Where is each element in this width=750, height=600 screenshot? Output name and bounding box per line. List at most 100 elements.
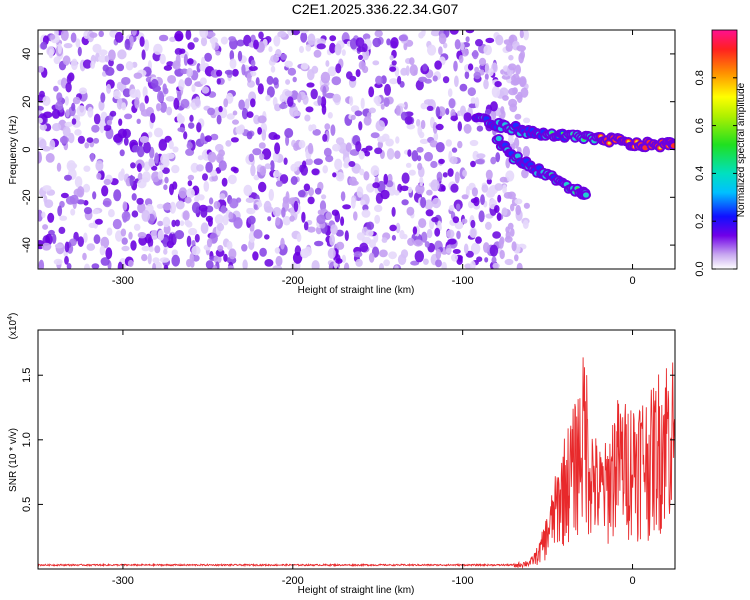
noise-blob bbox=[189, 253, 195, 264]
noise-blob bbox=[273, 35, 281, 47]
xtick-label: -300 bbox=[112, 575, 134, 587]
noise-blob bbox=[499, 249, 505, 260]
noise-blob bbox=[82, 252, 87, 261]
noise-blob bbox=[355, 141, 362, 152]
noise-blob bbox=[383, 173, 389, 185]
noise-blob bbox=[114, 31, 124, 43]
noise-blob bbox=[445, 108, 450, 115]
noise-blob bbox=[344, 230, 349, 242]
noise-blob bbox=[116, 81, 123, 91]
noise-blob bbox=[473, 71, 481, 80]
noise-blob bbox=[91, 263, 100, 269]
noise-blob bbox=[103, 178, 112, 186]
noise-blob bbox=[157, 220, 164, 227]
noise-blob bbox=[52, 123, 62, 132]
noise-blob bbox=[345, 142, 352, 152]
noise-blob bbox=[130, 240, 137, 251]
noise-blob bbox=[150, 112, 156, 124]
noise-blob bbox=[458, 55, 464, 64]
noise-blob bbox=[159, 53, 166, 65]
noise-blob bbox=[349, 96, 354, 106]
noise-blob bbox=[480, 194, 485, 206]
noise-blob bbox=[162, 202, 172, 211]
noise-blob bbox=[273, 134, 281, 140]
noise-blob bbox=[166, 106, 173, 116]
noise-blob bbox=[385, 138, 394, 147]
noise-blob bbox=[300, 62, 309, 70]
noise-blob bbox=[400, 185, 409, 192]
noise-blob bbox=[136, 197, 144, 205]
noise-blob bbox=[88, 222, 97, 228]
noise-blob bbox=[246, 131, 253, 140]
noise-blob bbox=[353, 211, 358, 221]
noise-blob bbox=[159, 101, 167, 113]
noise-blob bbox=[374, 204, 383, 213]
noise-blob bbox=[322, 165, 329, 174]
noise-blob bbox=[463, 123, 472, 134]
noise-blob bbox=[93, 113, 101, 125]
noise-blob bbox=[201, 56, 206, 68]
noise-blob bbox=[235, 125, 245, 135]
noise-blob bbox=[500, 106, 505, 115]
xtick-label: -300 bbox=[112, 275, 134, 287]
noise-blob bbox=[159, 164, 165, 171]
noise-blob bbox=[124, 38, 131, 50]
noise-blob bbox=[242, 259, 248, 269]
snr-plot: -300 -200 -100 0 0.5 1.0 1.5 Height of straig… bbox=[7, 313, 676, 596]
noise-blob bbox=[349, 38, 358, 50]
noise-blob bbox=[462, 169, 468, 177]
noise-blob bbox=[334, 43, 342, 56]
noise-blob bbox=[252, 148, 262, 156]
noise-blob bbox=[379, 249, 388, 258]
noise-blob bbox=[165, 96, 175, 102]
noise-blob bbox=[495, 34, 504, 46]
noise-blob bbox=[105, 66, 115, 76]
noise-blob bbox=[307, 196, 315, 205]
noise-blob bbox=[275, 180, 283, 187]
noise-blob bbox=[77, 135, 85, 144]
noise-blob bbox=[259, 153, 265, 161]
noise-blob bbox=[98, 49, 108, 56]
noise-blob bbox=[303, 221, 309, 231]
noise-blob bbox=[217, 245, 224, 252]
noise-blob bbox=[105, 247, 113, 260]
noise-blob bbox=[336, 241, 345, 250]
noise-blob bbox=[394, 150, 401, 159]
noise-blob bbox=[405, 162, 412, 168]
noise-blob bbox=[227, 174, 237, 185]
noise-blob bbox=[417, 162, 423, 171]
colorbar: 0.0 0.2 0.4 0.6 0.8 Normalized spectral ampl… bbox=[694, 29, 747, 277]
noise-blob bbox=[169, 36, 176, 43]
noise-blob bbox=[375, 120, 386, 132]
noise-blob bbox=[508, 135, 514, 145]
noise-blob bbox=[349, 180, 359, 186]
noise-blob bbox=[290, 207, 295, 216]
noise-blob bbox=[53, 258, 63, 265]
noise-blob bbox=[449, 156, 458, 165]
noise-blob bbox=[368, 107, 376, 114]
noise-blob bbox=[430, 179, 440, 192]
noise-blob bbox=[142, 171, 151, 183]
noise-blob bbox=[188, 122, 195, 129]
noise-blob bbox=[162, 216, 171, 228]
noise-blob bbox=[511, 241, 517, 252]
noise-blob bbox=[450, 115, 459, 121]
noise-blob bbox=[203, 180, 210, 192]
noise-blob bbox=[153, 127, 164, 138]
ytick-label: 20 bbox=[21, 96, 33, 108]
noise-blob bbox=[284, 60, 293, 68]
noise-blob bbox=[160, 153, 170, 165]
noise-blob bbox=[285, 191, 290, 203]
noise-blob bbox=[325, 60, 330, 67]
noise-blob bbox=[325, 211, 332, 220]
noise-blob bbox=[432, 122, 438, 134]
noise-blob bbox=[129, 174, 134, 187]
noise-blob bbox=[121, 77, 131, 85]
noise-blob bbox=[173, 97, 180, 110]
noise-blob bbox=[287, 67, 297, 76]
chart-title: C2E1.2025.336.22.34.G07 bbox=[291, 1, 459, 17]
noise-blob bbox=[113, 133, 123, 143]
noise-blob bbox=[451, 147, 458, 153]
noise-blob bbox=[484, 62, 490, 75]
